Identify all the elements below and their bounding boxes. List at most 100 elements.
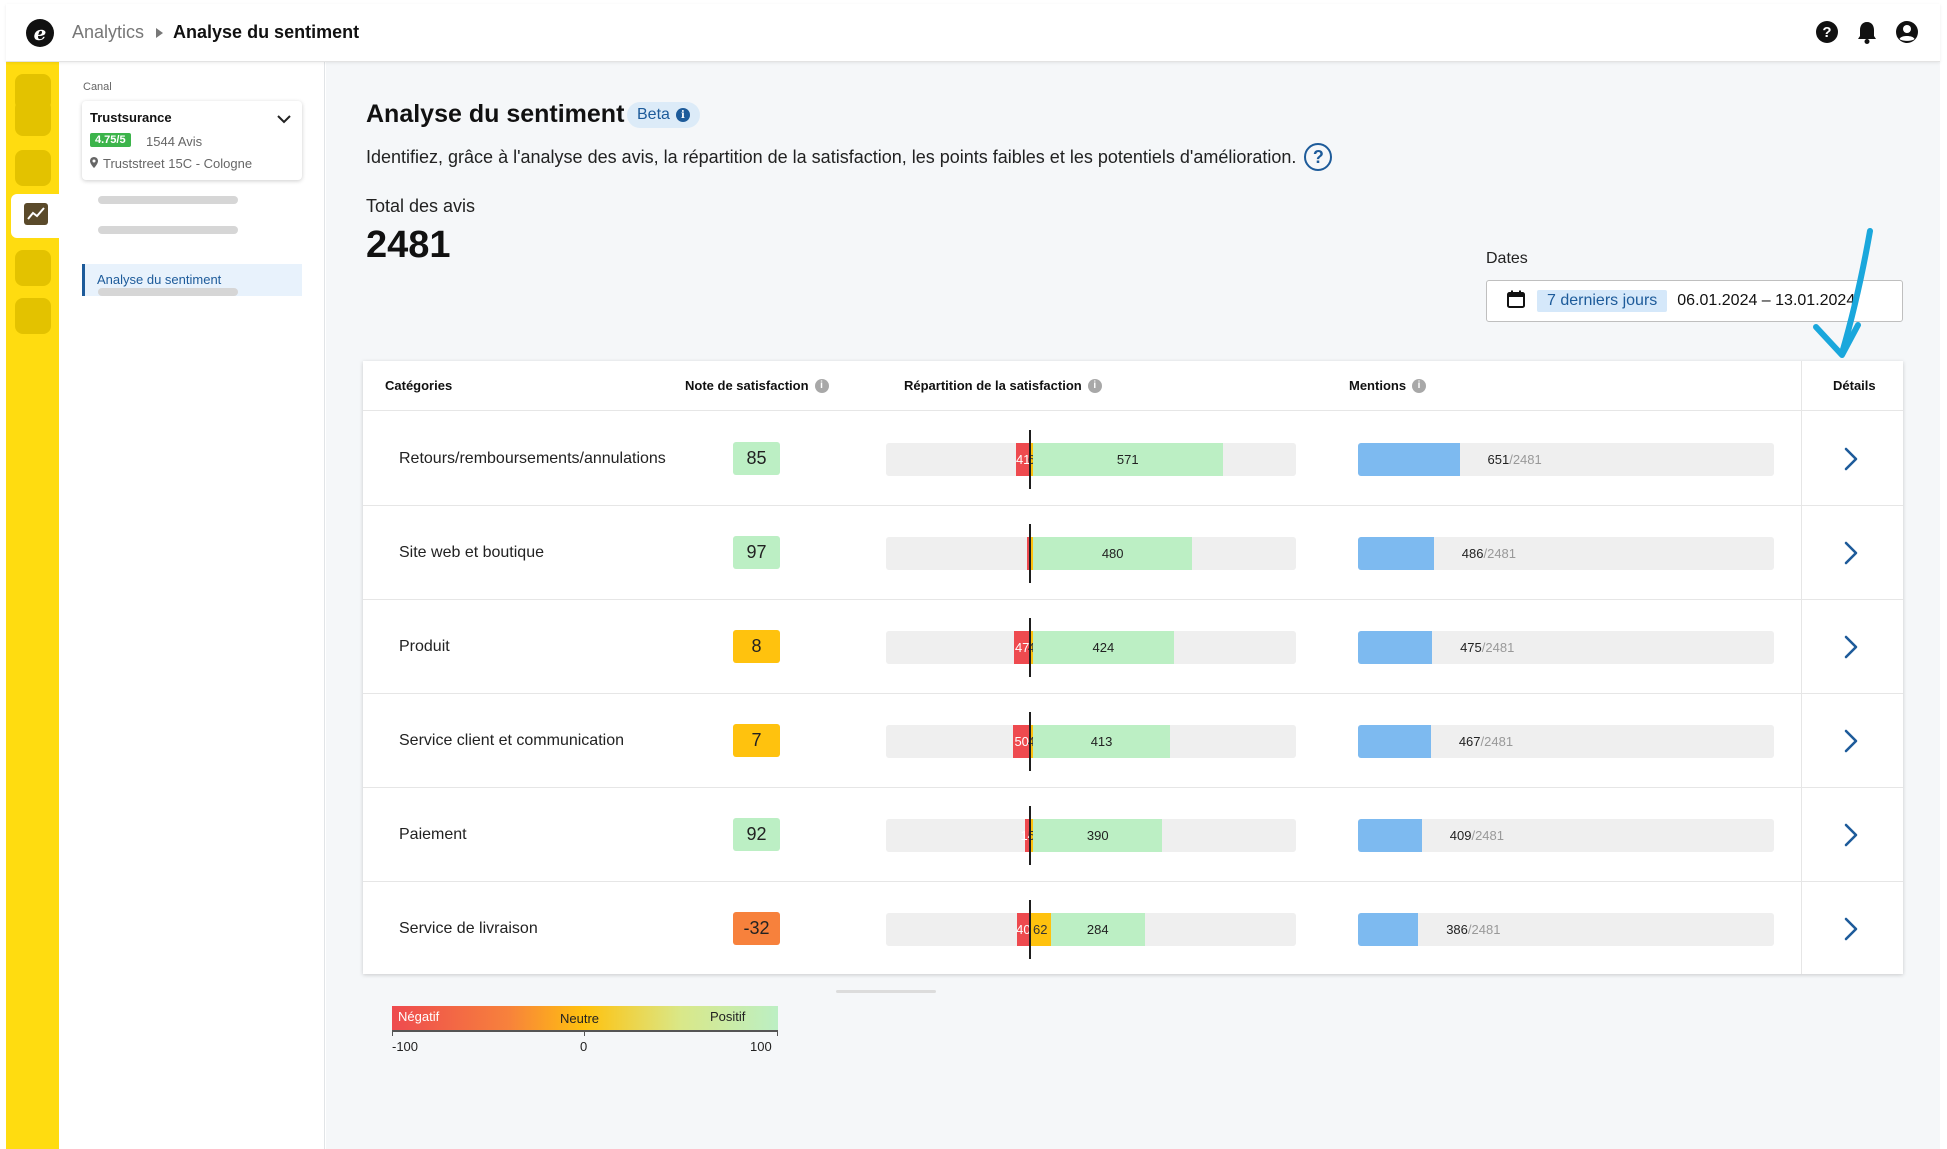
beta-badge[interactable]: Beta i xyxy=(627,102,700,128)
neutral-segment xyxy=(1030,537,1033,570)
zero-marker xyxy=(1029,430,1031,489)
help-icon[interactable]: ? xyxy=(1814,19,1840,45)
canal-label: Canal xyxy=(83,81,112,93)
positive-segment: 284 xyxy=(1050,913,1145,946)
zero-marker xyxy=(1029,618,1031,677)
nav-item-placeholder-2[interactable] xyxy=(98,226,238,234)
date-range-picker[interactable]: 7 derniers jours 06.01.2024 – 13.01.2024 xyxy=(1486,280,1903,322)
horizontal-scrollbar[interactable] xyxy=(836,990,936,993)
rail-item-analytics[interactable] xyxy=(11,194,61,238)
secondary-nav: Canal Trustsurance 4.75/5 1544 Avis Trus… xyxy=(59,62,325,1149)
details-chevron-button[interactable] xyxy=(1831,627,1871,667)
breadcrumb-separator-icon xyxy=(156,27,164,38)
negative-segment: 47 xyxy=(1014,631,1030,664)
header-distribution: Répartition de la satisfaction i xyxy=(904,378,1102,393)
top-bar: e Analytics Analyse du sentiment ? xyxy=(6,4,1940,62)
svg-text:?: ? xyxy=(1822,24,1831,41)
table-row: Service client et communication 7 50 4 413 46… xyxy=(363,694,1903,788)
details-chevron-button[interactable] xyxy=(1831,533,1871,573)
breadcrumb-current: Analyse du sentiment xyxy=(173,22,360,42)
positive-segment: 390 xyxy=(1033,819,1163,852)
positive-segment: 424 xyxy=(1033,631,1174,664)
legend-gradient: Négatif Neutre Positif xyxy=(392,1006,778,1030)
annotation-arrow-icon xyxy=(1813,228,1873,358)
legend-neutral: Neutre xyxy=(560,1011,600,1026)
bell-icon[interactable] xyxy=(1854,19,1880,45)
location-pin-icon xyxy=(90,156,98,171)
canal-name: Trustsurance xyxy=(90,110,172,125)
address: Truststreet 15C - Cologne xyxy=(90,156,252,171)
app-logo[interactable]: e xyxy=(26,18,54,47)
info-icon[interactable]: i xyxy=(814,378,829,393)
mentions-count: 475/2481 xyxy=(1460,640,1515,655)
neutral-segment: 62 xyxy=(1030,913,1051,946)
header-details: Détails xyxy=(1833,378,1876,393)
distribution-bar: 480 xyxy=(886,524,1296,583)
positive-segment: 480 xyxy=(1033,537,1193,570)
help-circle-icon[interactable]: ? xyxy=(1304,143,1333,171)
info-icon[interactable]: i xyxy=(1412,378,1427,393)
table-row: Site web et boutique 97 480 486/2481 xyxy=(363,506,1903,600)
distribution-bar: 40 62 284 xyxy=(886,900,1296,959)
dates-label: Dates xyxy=(1486,250,1528,267)
zero-marker xyxy=(1029,900,1031,959)
nav-item-placeholder-3[interactable] xyxy=(98,288,238,296)
mentions-count: 651/2481 xyxy=(1487,452,1542,467)
chart-trend-icon xyxy=(23,202,49,231)
mentions-count: 486/2481 xyxy=(1461,546,1517,561)
category-name: Site web et boutique xyxy=(399,544,544,561)
info-icon[interactable]: i xyxy=(1087,378,1102,393)
legend-max-label: 100 xyxy=(750,1039,772,1054)
sentiment-table: Catégories Note de satisfaction i Réparti… xyxy=(363,361,1903,974)
app-rail xyxy=(6,62,61,1149)
account-icon[interactable] xyxy=(1894,19,1920,45)
legend-tick-max xyxy=(777,1030,778,1036)
table-row: Produit 8 47 4 424 475/2481 xyxy=(363,600,1903,694)
date-preset-chip[interactable]: 7 derniers jours xyxy=(1537,290,1668,312)
details-chevron-button[interactable] xyxy=(1831,439,1871,479)
details-chevron-button[interactable] xyxy=(1831,721,1871,761)
legend-axis: -100 0 100 xyxy=(392,1030,778,1054)
mentions-bar: 475/2481 xyxy=(1358,631,1774,664)
mentions-fill xyxy=(1358,819,1422,852)
rail-item-5[interactable] xyxy=(15,250,51,286)
page-title: Analyse du sentiment xyxy=(366,100,625,128)
details-column-divider xyxy=(1801,361,1802,974)
negative-segment: 50 xyxy=(1013,725,1030,758)
neutral-segment: 6 xyxy=(1028,443,1035,476)
satisfaction-score: -32 xyxy=(733,912,780,945)
positive-segment: 571 xyxy=(1033,443,1223,476)
main-content: Analyse du sentiment Beta i Identifiez, … xyxy=(326,62,1940,1149)
color-legend: Négatif Neutre Positif -100 0 100 xyxy=(392,1006,778,1054)
rail-item-6[interactable] xyxy=(15,298,51,334)
header-categories: Catégories xyxy=(385,378,453,393)
breadcrumb-parent[interactable]: Analytics xyxy=(72,22,145,42)
details-chevron-button[interactable] xyxy=(1831,909,1871,949)
mentions-count: 467/2481 xyxy=(1458,734,1514,749)
rail-item-2[interactable] xyxy=(15,100,51,136)
header-mentions: Mentions i xyxy=(1349,378,1427,393)
beta-label: Beta xyxy=(637,106,670,123)
mentions-fill xyxy=(1358,537,1434,570)
category-name: Service de livraison xyxy=(399,920,538,937)
rail-item-3[interactable] xyxy=(15,150,51,186)
satisfaction-score: 85 xyxy=(733,442,780,475)
distribution-bar: 47 4 424 xyxy=(886,618,1296,677)
description-text: Identifiez, grâce à l'analyse des avis, … xyxy=(366,146,1297,167)
total-reviews-value: 2481 xyxy=(366,224,451,266)
negative-segment xyxy=(1027,537,1030,570)
distribution-bar: 41 6 571 xyxy=(886,430,1296,489)
details-chevron-button[interactable] xyxy=(1831,815,1871,855)
satisfaction-score: 7 xyxy=(733,724,780,757)
canal-selector[interactable]: Trustsurance 4.75/5 1544 Avis Truststree… xyxy=(82,101,302,180)
neutral-segment: 4 xyxy=(1028,725,1035,758)
distribution-bar: 14 5 390 xyxy=(886,806,1296,865)
legend-negative: Négatif xyxy=(398,1009,440,1024)
address-text: Truststreet 15C - Cologne xyxy=(103,156,253,171)
nav-item-placeholder-1[interactable] xyxy=(98,196,238,204)
mentions-fill xyxy=(1358,913,1419,946)
total-reviews-label: Total des avis xyxy=(366,196,476,216)
chevron-down-icon[interactable] xyxy=(276,111,292,129)
rating-badge: 4.75/5 xyxy=(90,133,131,147)
legend-tick-mid xyxy=(584,1030,585,1036)
